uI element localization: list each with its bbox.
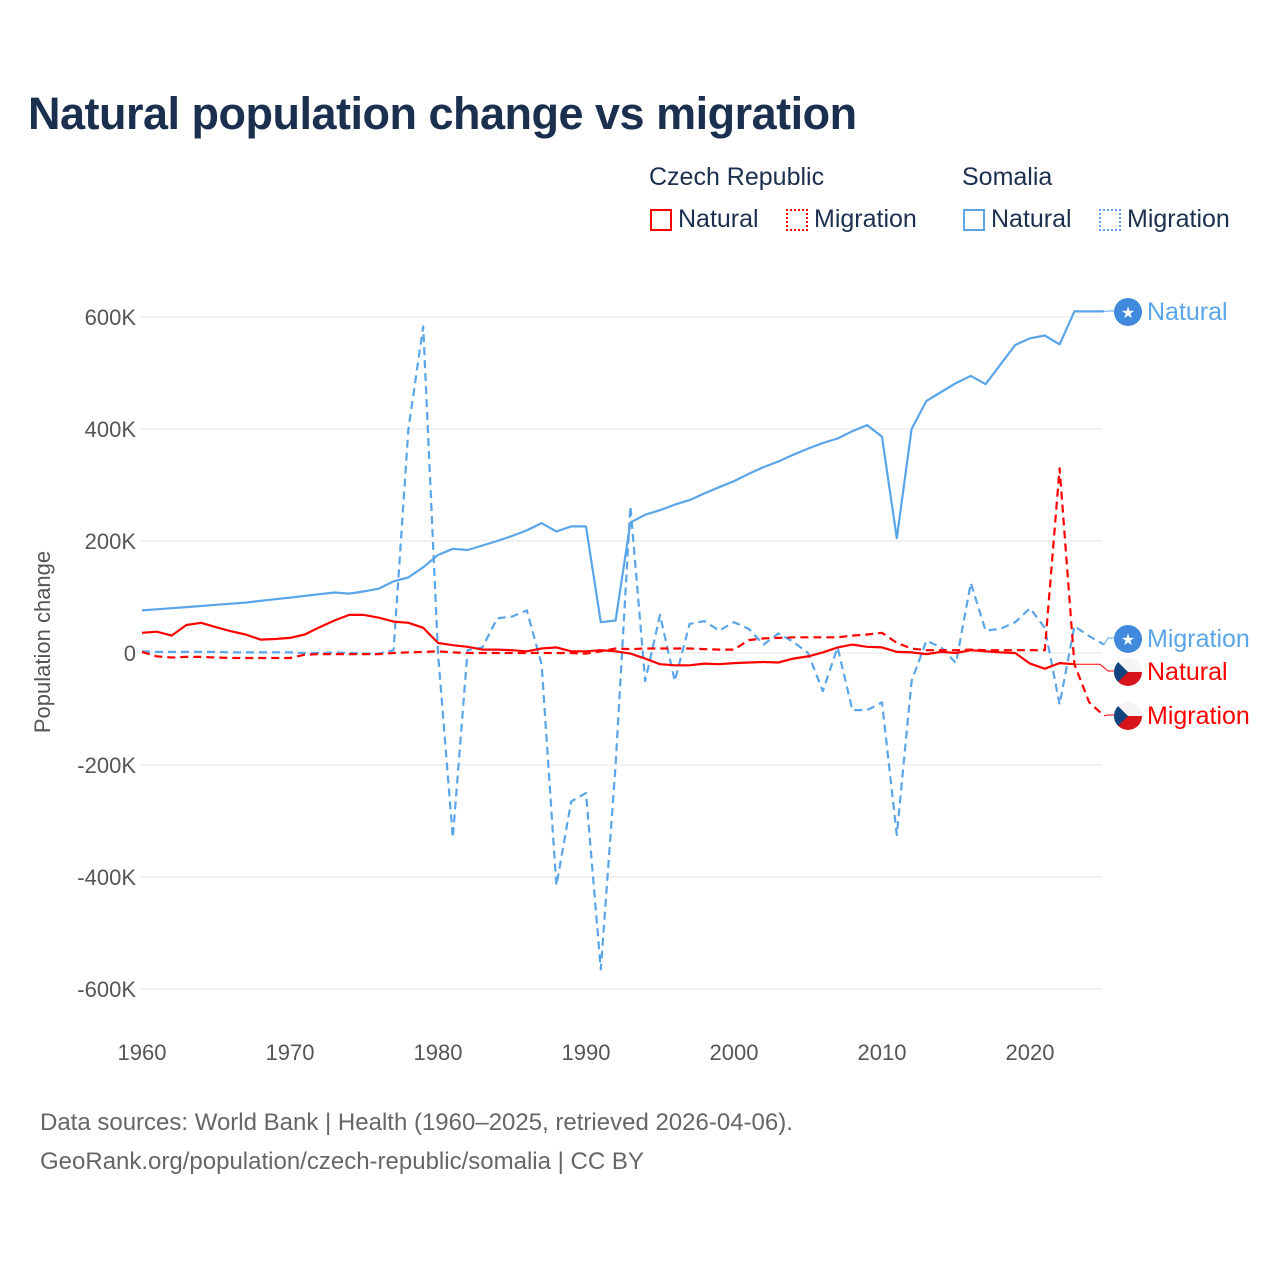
x-tick-label: 1980 (414, 1040, 463, 1065)
legend-label: Natural (678, 205, 759, 233)
legend-label: Migration (1127, 205, 1230, 233)
legend-czech-natural[interactable]: Natural (650, 205, 759, 234)
x-tick-label: 2000 (710, 1040, 759, 1065)
label-connector (1103, 714, 1114, 717)
legend-group-czech: Czech Republic (649, 163, 825, 191)
svg-text:★: ★ (1121, 632, 1135, 649)
czech-flag-icon (1114, 658, 1142, 686)
legend-label: Natural (991, 205, 1072, 233)
series-line-3 (141, 467, 1105, 717)
y-tick-label: 200K (85, 529, 137, 554)
end-label-czech_migration: Migration (1147, 702, 1250, 730)
svg-text:★: ★ (1121, 305, 1135, 322)
end-label-somalia_natural: Natural (1147, 298, 1228, 326)
legend-swatch-dotted (1099, 208, 1121, 231)
legend-czech-migration[interactable]: Migration (786, 205, 917, 234)
source-url: GeoRank.org/population/czech-republic/so… (40, 1148, 644, 1175)
y-axis-label: Population change (30, 551, 55, 733)
x-tick-label: 1970 (266, 1040, 315, 1065)
somalia-flag-icon: ★ (1114, 625, 1142, 653)
x-tick-label: 1960 (118, 1040, 167, 1065)
legend-swatch-dotted (786, 208, 808, 231)
legend-label: Migration (814, 205, 917, 233)
y-tick-label: -600K (77, 977, 136, 1002)
legend-somalia-migration[interactable]: Migration (1099, 205, 1230, 234)
end-label-czech_natural: Natural (1147, 658, 1228, 686)
series-line-0 (141, 310, 1104, 624)
end-label-somalia_migration: Migration (1147, 625, 1250, 653)
y-tick-label: -400K (77, 865, 136, 890)
czech-flag-icon (1114, 702, 1142, 730)
chart-title: Natural population change vs migration (28, 88, 857, 139)
label-connector (1103, 637, 1114, 645)
x-tick-label: 2020 (1006, 1040, 1055, 1065)
series-line-2 (141, 613, 1075, 670)
y-tick-label: 400K (85, 417, 137, 442)
somalia-flag-icon: ★ (1114, 298, 1142, 326)
legend-swatch-solid (963, 208, 985, 231)
legend-swatch-solid (650, 208, 672, 231)
legend-somalia-natural[interactable]: Natural (963, 205, 1072, 234)
x-tick-label: 2010 (858, 1040, 907, 1065)
source-note: Data sources: World Bank | Health (1960–… (40, 1109, 793, 1136)
x-tick-label: 1990 (562, 1040, 611, 1065)
label-connector (1074, 663, 1114, 672)
y-tick-label: 600K (85, 305, 137, 330)
y-tick-label: 0 (124, 641, 136, 666)
y-tick-label: -200K (77, 753, 136, 778)
legend-group-somalia: Somalia (962, 163, 1053, 191)
